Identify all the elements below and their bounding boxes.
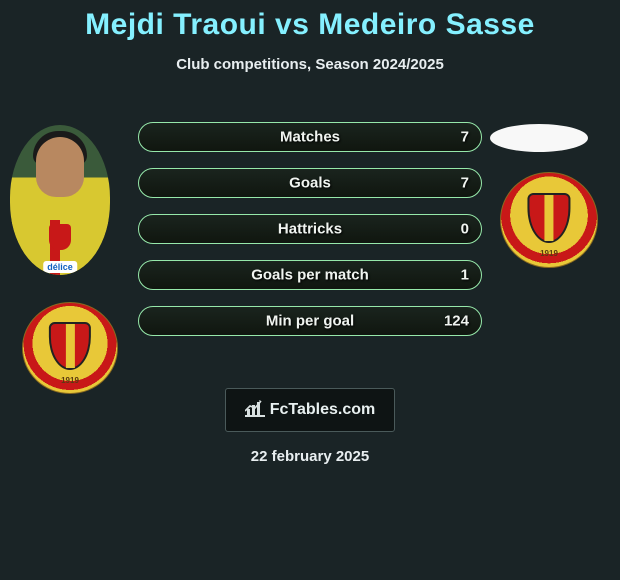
stat-value-right: 124 [444,313,469,330]
club-year: 1919 [540,249,558,258]
stat-row-goals: Goals 7 [138,168,482,198]
club-badge-left: 1919 [22,302,118,394]
stat-label: Goals [289,175,331,192]
sponsor-label: délice [43,261,77,273]
brand-box: FcTables.com [225,388,395,432]
stats-container: Matches 7 Goals 7 Hattricks 0 Goals per … [138,122,482,352]
page-title: Mejdi Traoui vs Medeiro Sasse [0,0,620,42]
player-photo-right-placeholder [490,124,588,152]
stat-value-right: 7 [461,175,469,192]
stat-row-hattricks: Hattricks 0 [138,214,482,244]
stat-label: Goals per match [251,267,369,284]
page-subtitle: Club competitions, Season 2024/2025 [0,56,620,73]
stat-value-right: 1 [461,267,469,284]
stat-value-right: 7 [461,129,469,146]
date-label: 22 february 2025 [251,448,369,465]
stat-row-min-per-goal: Min per goal 124 [138,306,482,336]
stat-label: Hattricks [278,221,342,238]
chart-icon [245,399,265,422]
stat-label: Min per goal [266,313,354,330]
stat-row-matches: Matches 7 [138,122,482,152]
stat-value-right: 0 [461,221,469,238]
club-badge-right: 1919 [500,172,598,268]
stat-label: Matches [280,129,340,146]
brand-text: FcTables.com [270,401,376,419]
stat-row-goals-per-match: Goals per match 1 [138,260,482,290]
player-photo-left: délice [10,125,110,275]
club-year: 1919 [61,376,79,385]
